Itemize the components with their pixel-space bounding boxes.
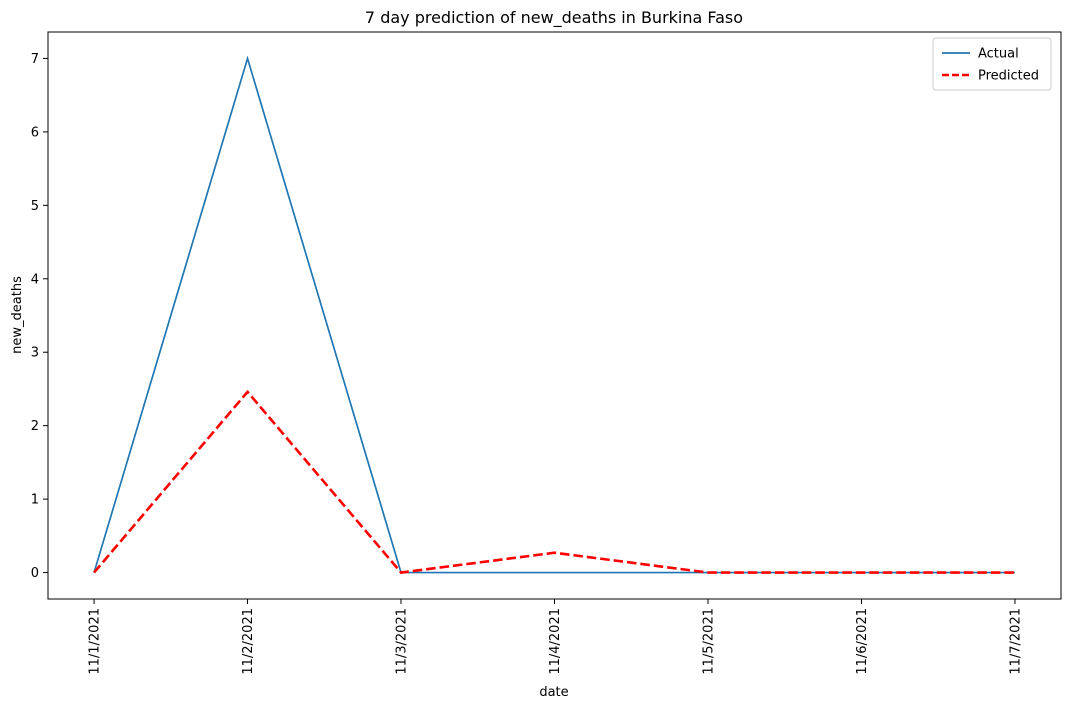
legend: Actual Predicted: [932, 37, 1052, 91]
series-line-actual: [93, 55, 1015, 574]
y-tick-label: 3: [31, 346, 39, 361]
x-tick-label: 11/2/2021: [241, 608, 256, 675]
x-tick-label: 11/1/2021: [88, 608, 103, 675]
x-tick-label: 11/7/2021: [1008, 608, 1023, 675]
legend-label-predicted: Predicted: [978, 69, 1039, 84]
legend-box: [932, 37, 1052, 91]
plot-area: 0 1 2 3 4 5 6 7 11/1/2021 11/2/2021 11/3/2021 11/4/…: [31, 52, 1024, 675]
y-axis-label: new_deaths: [10, 276, 25, 354]
x-tick-label: 11/3/2021: [395, 608, 410, 675]
y-tick-label: 1: [31, 493, 39, 508]
y-tick-label: 2: [31, 419, 39, 434]
axes-frame: [47, 31, 1062, 600]
series-line-predicted: [93, 389, 1015, 574]
y-tick-label: 6: [31, 125, 39, 140]
x-axis-label: date: [539, 685, 568, 700]
y-tick-label: 4: [31, 272, 39, 287]
x-tick-label: 11/6/2021: [855, 608, 870, 675]
y-tick-label: 0: [31, 566, 39, 581]
x-tick-label: 11/5/2021: [701, 608, 716, 675]
chart-title: 7 day prediction of new_deaths in Burkin…: [365, 8, 743, 28]
x-tick-label: 11/4/2021: [548, 608, 563, 675]
y-tick-label: 5: [31, 199, 39, 214]
legend-label-actual: Actual: [978, 47, 1019, 62]
y-tick-label: 7: [31, 52, 39, 67]
